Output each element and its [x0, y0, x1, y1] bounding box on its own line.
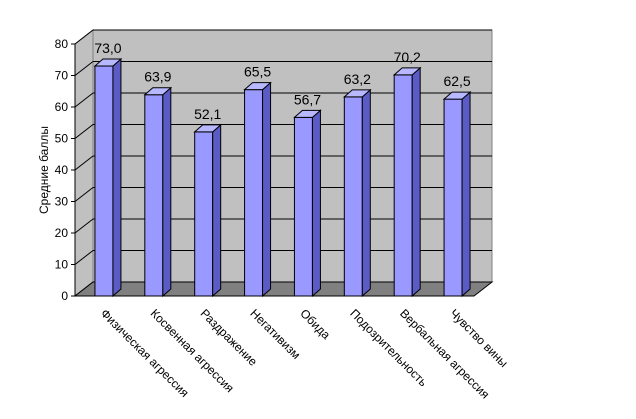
- bar: [93, 57, 123, 298]
- data-labels: 73,0 63,9 52,1 65,5 56,7 63,2 70,2 62,5: [94, 40, 471, 122]
- gridline-side: [74, 155, 94, 171]
- data-label: 52,1: [194, 106, 221, 122]
- bar-top: [293, 109, 322, 118]
- bar-front: [393, 74, 413, 297]
- bar: [243, 81, 272, 298]
- gridline-side: [74, 218, 94, 234]
- bar-front: [443, 98, 463, 297]
- gridline-side: [74, 187, 94, 202]
- category-label: Вербальная агрессия: [397, 306, 492, 401]
- bars: [93, 57, 472, 298]
- bar-side: [311, 109, 321, 298]
- y-tick-label: 0: [61, 289, 68, 303]
- bar-top: [143, 87, 173, 96]
- floor: [73, 281, 494, 297]
- gridline-side: [74, 250, 94, 265]
- gridline-side: [74, 29, 94, 45]
- bar-side: [411, 66, 421, 298]
- bar: [442, 91, 472, 298]
- gridline-side: [74, 124, 94, 139]
- chart-back-wall: [74, 28, 493, 298]
- y-axis-label: Средние баллы: [37, 126, 51, 214]
- bar: [193, 123, 223, 298]
- chart-floor: [73, 281, 494, 297]
- bar-front: [293, 116, 313, 297]
- y-tick-label: 10: [55, 258, 69, 272]
- gridline-side: [74, 92, 94, 108]
- data-label: 63,9: [144, 69, 171, 85]
- y-tick-label: 70: [55, 69, 69, 83]
- category-label: Косвенная агрессия: [148, 306, 237, 395]
- bar-front: [244, 89, 264, 297]
- data-label: 65,5: [244, 64, 271, 80]
- data-label: 63,2: [344, 71, 371, 87]
- bar-front: [94, 65, 114, 297]
- bar-side: [112, 57, 122, 298]
- bar-side: [262, 81, 272, 298]
- y-tick-label: 40: [55, 163, 69, 177]
- data-label: 70,2: [394, 49, 421, 65]
- y-tick-label: 30: [55, 195, 69, 209]
- category-label: Физическая агрессия: [98, 306, 192, 400]
- y-tick-label: 60: [55, 100, 69, 114]
- y-tick-label: 50: [55, 132, 69, 146]
- data-label: 62,5: [443, 73, 470, 89]
- bar-front: [194, 131, 214, 297]
- bar-side: [162, 86, 172, 298]
- bar-side: [212, 123, 222, 298]
- bar: [293, 109, 322, 298]
- bar-front: [144, 94, 164, 297]
- data-label: 56,7: [294, 91, 321, 107]
- bar: [143, 86, 173, 298]
- bar-top: [193, 124, 223, 133]
- bar-side: [461, 91, 471, 298]
- bar-side: [361, 88, 371, 298]
- data-label: 73,0: [94, 40, 121, 56]
- bar-top: [93, 58, 123, 67]
- bar-top: [392, 67, 422, 76]
- y-axis: 0 10 20 30 40 50 60 70 80: [55, 37, 76, 303]
- bar: [392, 66, 422, 298]
- y-tick-label: 80: [55, 37, 69, 51]
- y-tick-label: 20: [55, 226, 69, 240]
- bar-top: [243, 82, 272, 91]
- bar-top: [342, 89, 372, 98]
- bar: [342, 88, 372, 298]
- bar-top: [442, 91, 472, 100]
- gridline-side: [74, 61, 94, 76]
- category-label: Обида: [297, 306, 333, 342]
- bar-front: [343, 96, 363, 297]
